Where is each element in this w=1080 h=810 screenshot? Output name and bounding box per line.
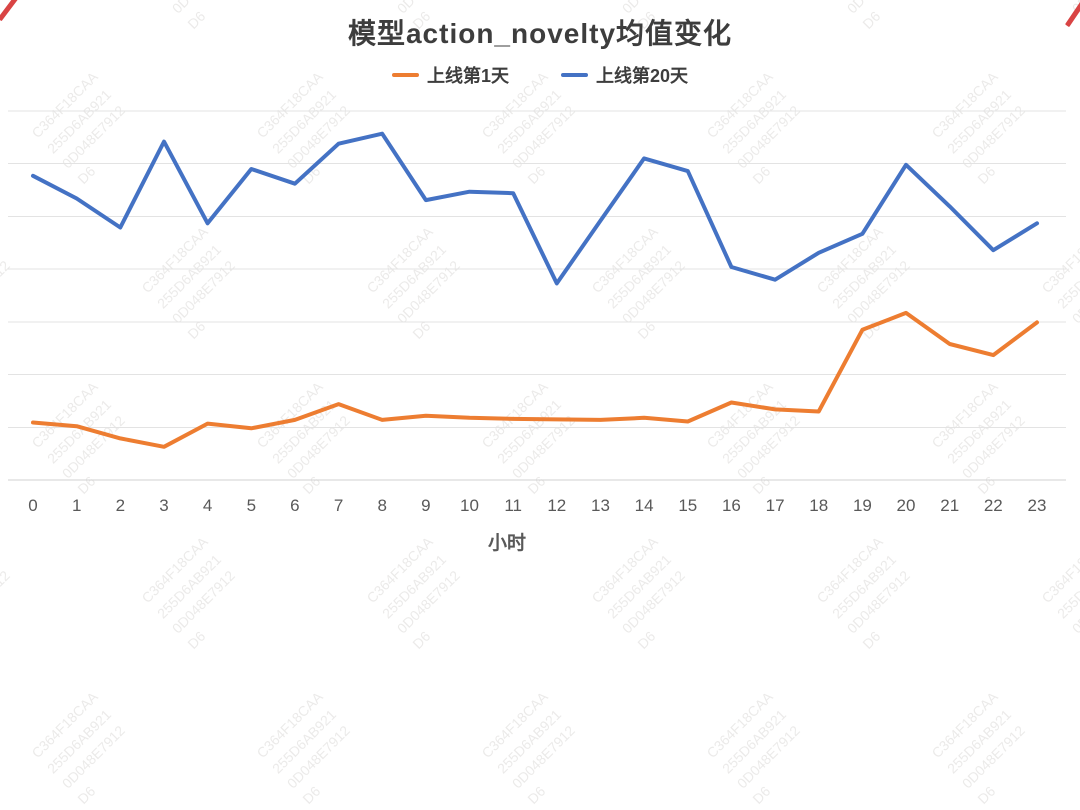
- x-tick-label: 17: [766, 496, 785, 515]
- x-tick-label: 3: [159, 496, 168, 515]
- chart-title: 模型action_novelty均值变化: [347, 18, 733, 49]
- plot-area: 0 1 2 3 4 5 6 7 8 9 10 11 12 13 14 15 16 17 18 19 20 21 22 23: [8, 110, 1066, 515]
- chart-legend: 上线第1天 上线第20天: [0, 62, 1080, 88]
- x-tick-label: 15: [678, 496, 697, 515]
- x-tick-label: 18: [809, 496, 828, 515]
- x-tick-label: 20: [897, 496, 916, 515]
- x-tick-label: 8: [377, 496, 386, 515]
- x-axis-title: 小时: [487, 533, 526, 554]
- watermark-text: C364F18CAA 255D6AB921 0D048E7912 D6: [28, 688, 129, 807]
- series-line-1: [31, 131, 1039, 286]
- watermark-text: C364F18CAA 255D6AB921 0D048E7912 D6: [253, 688, 354, 807]
- x-tick-label: 0: [28, 496, 37, 515]
- x-tick-label: 1: [72, 496, 81, 515]
- legend-item-0: 上线第1天: [391, 62, 509, 88]
- watermark-text: C364F18CAA 255D6AB921 0D048E7912 D6: [928, 688, 1029, 807]
- x-tick-label: 14: [635, 496, 654, 515]
- x-tick-label: 13: [591, 496, 610, 515]
- x-tick-label: 10: [460, 496, 479, 515]
- x-tick-label: 6: [290, 496, 299, 515]
- x-tick-label: 22: [984, 496, 1003, 515]
- x-tick-label: 9: [421, 496, 430, 515]
- series-line-0: [31, 310, 1039, 449]
- watermark-text: C364F18CAA 255D6AB921 0D048E7912 D6: [478, 688, 579, 807]
- x-tick-label: 7: [334, 496, 343, 515]
- x-tick-label: 19: [853, 496, 872, 515]
- x-tick-label: 12: [547, 496, 566, 515]
- legend-label: 上线第1天: [426, 66, 509, 86]
- x-tick-label: 23: [1028, 496, 1047, 515]
- x-tick-label: 5: [247, 496, 256, 515]
- watermark-text: C364F18CAA 255D6AB921 0D048E7912 D6: [703, 688, 804, 807]
- legend-label: 上线第20天: [595, 66, 689, 86]
- legend-dash-icon: [391, 73, 419, 77]
- x-tick-label: 4: [203, 496, 212, 515]
- x-tick-label: 2: [116, 496, 125, 515]
- x-tick-label: 16: [722, 496, 741, 515]
- legend-item-1: 上线第20天: [560, 62, 689, 88]
- x-tick-label: 21: [940, 496, 959, 515]
- legend-dash-icon: [560, 73, 588, 77]
- x-tick-label: 11: [504, 496, 522, 515]
